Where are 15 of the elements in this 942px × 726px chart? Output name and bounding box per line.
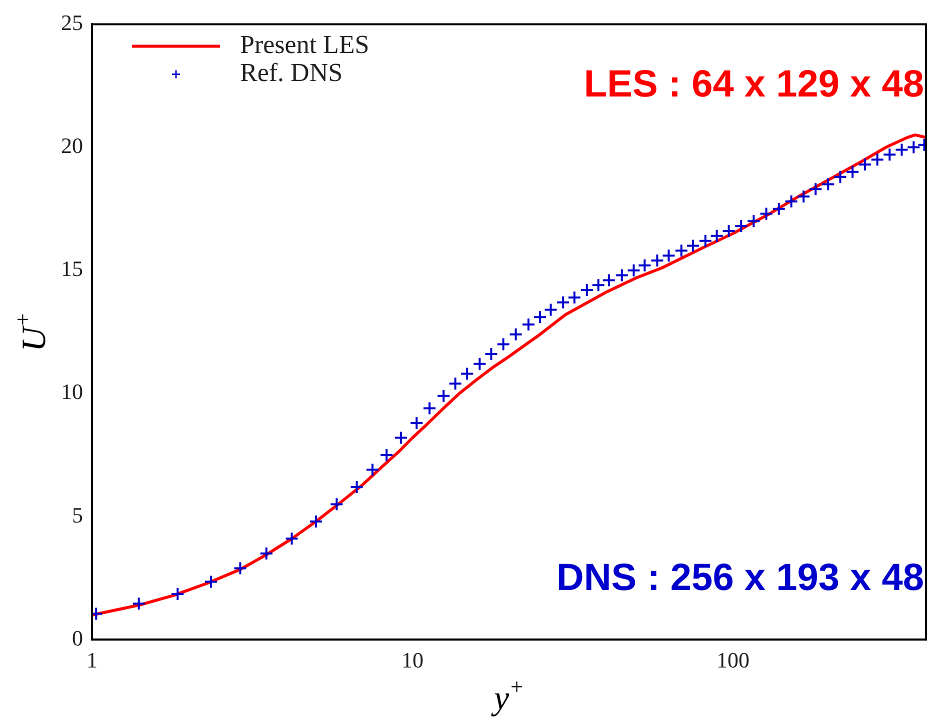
x-tick-label: 100 — [716, 648, 750, 673]
x-axis-title: y+ — [491, 674, 524, 717]
legend-label: Ref. DNS — [240, 58, 343, 88]
x-tick-label: 10 — [402, 648, 424, 673]
y-axis-title: U+ — [10, 312, 53, 352]
x-tick-label: 1 — [86, 648, 98, 673]
y-tick-label: 15 — [61, 256, 83, 282]
y-tick-label: 5 — [72, 502, 83, 528]
y-tick-label: 10 — [61, 379, 83, 404]
y-tick-label: 0 — [72, 625, 83, 650]
y-tick-label: 20 — [61, 133, 83, 158]
annotation: DNS : 256 x 193 x 48 — [556, 557, 924, 600]
y-tick-label: 25 — [61, 10, 83, 35]
legend-label: Present LES — [240, 30, 370, 60]
annotation: LES : 64 x 129 x 48 — [584, 64, 924, 106]
